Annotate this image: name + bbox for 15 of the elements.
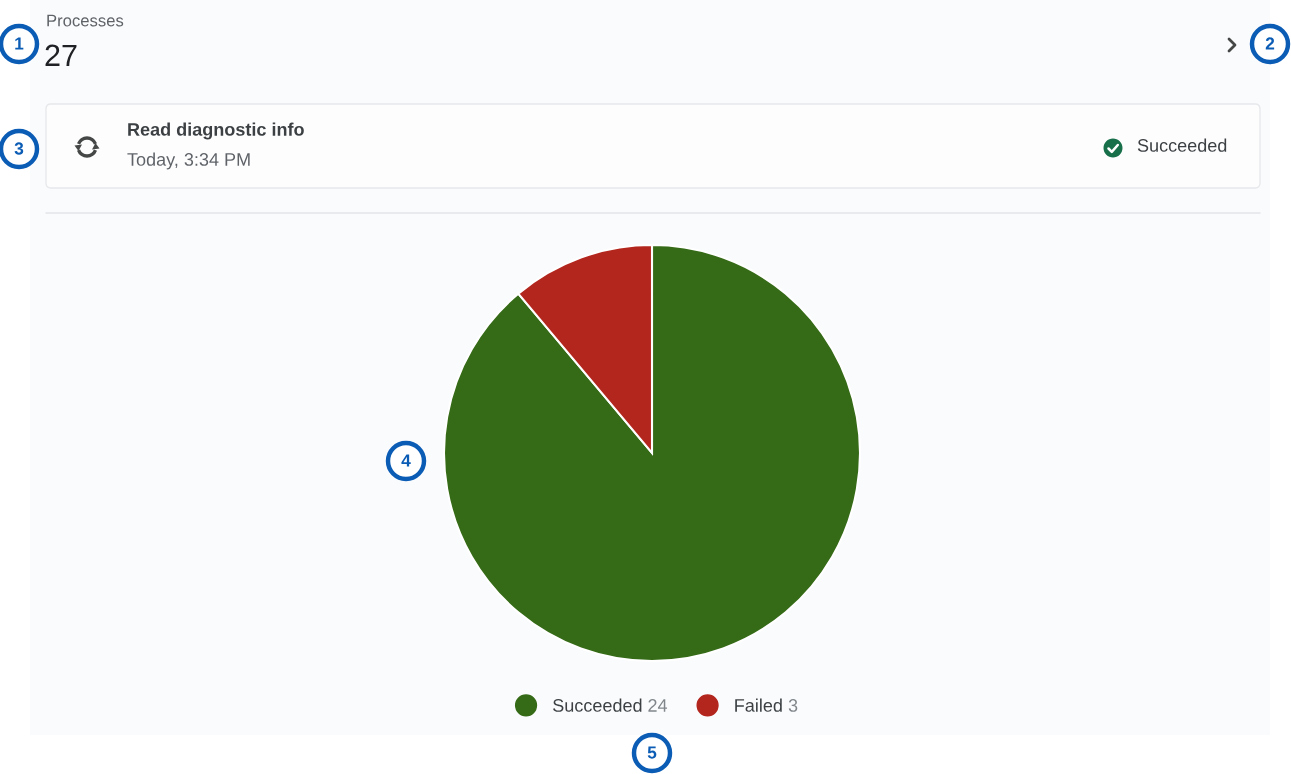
text: 3 bbox=[14, 142, 24, 155]
data-label: 3 bbox=[788, 699, 798, 712]
text: 2 bbox=[1265, 37, 1275, 50]
text: 27 bbox=[45, 44, 77, 66]
text: 4 bbox=[401, 454, 411, 467]
text: Succeeded bbox=[1137, 138, 1227, 152]
pie-slice bbox=[442, 243, 862, 663]
text: Processes bbox=[47, 14, 124, 27]
text: Today, 3:34 PM bbox=[127, 152, 250, 170]
text: 1 bbox=[15, 37, 24, 50]
text: 5 bbox=[647, 746, 657, 759]
legend-label: Succeeded bbox=[553, 698, 642, 712]
legend-label: Failed bbox=[735, 698, 782, 712]
text: Read diagnostic info bbox=[128, 122, 304, 140]
data-label: 24 bbox=[648, 699, 668, 712]
